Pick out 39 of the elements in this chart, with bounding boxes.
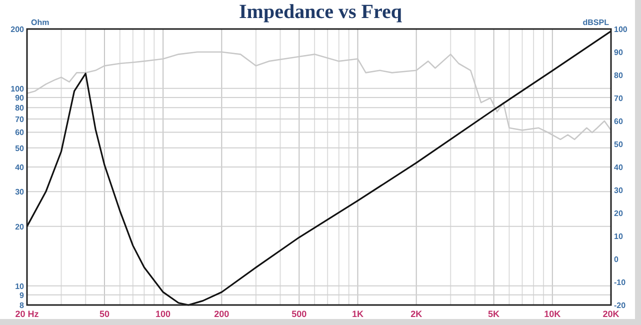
x-tick-label: 20 Hz: [15, 309, 40, 319]
x-tick-label: 2K: [410, 309, 423, 319]
x-tick-label: 50: [99, 309, 110, 319]
y-tick-label: 20: [15, 222, 25, 232]
y2-tick-label: -20: [614, 301, 626, 310]
y2-tick-label: 20: [614, 209, 624, 218]
y2-tick-label: 50: [614, 140, 624, 149]
y-tick-label: 100: [10, 84, 25, 94]
y2-tick-label: 40: [614, 163, 624, 172]
y-tick-label: 8: [20, 301, 25, 310]
y2-tick-label: 70: [614, 94, 624, 103]
y-tick-label: 90: [15, 93, 25, 102]
x-tick-label: 5K: [488, 309, 500, 319]
x-tick-label: 10K: [544, 309, 562, 319]
y-tick-label: 60: [15, 128, 25, 138]
y-tick-label: 10: [15, 282, 25, 291]
y-tick-label: 30: [15, 188, 25, 197]
y-tick-label: 40: [15, 163, 25, 172]
y2-tick-label: 100: [614, 25, 628, 34]
y2-tick-label: 30: [614, 186, 624, 195]
y-tick-label: 9: [20, 290, 25, 300]
y-tick-label: 200: [10, 25, 25, 34]
y-tick-label: 70: [15, 115, 25, 124]
x-tick-label: 100: [156, 309, 171, 319]
x-tick-label: 200: [214, 309, 230, 319]
x-tick-label: 20K: [602, 309, 620, 319]
y-tick-label: 80: [15, 104, 25, 113]
y2-tick-label: 10: [614, 232, 624, 241]
y-tick-label: 50: [15, 144, 25, 153]
y2-tick-label: 90: [614, 48, 624, 57]
chart-title: Impedance vs Freq: [239, 1, 402, 23]
y2-tick-label: 0: [614, 255, 619, 264]
y2-axis-title: dBSPL: [582, 18, 610, 27]
y-axis-title: Ohm: [31, 18, 50, 27]
y2-tick-label: 60: [614, 117, 624, 126]
x-tick-label: 1K: [352, 309, 364, 319]
y2-tick-label: 80: [614, 71, 624, 80]
y2-tick-label: -10: [614, 278, 626, 287]
x-tick-label: 500: [292, 309, 307, 319]
